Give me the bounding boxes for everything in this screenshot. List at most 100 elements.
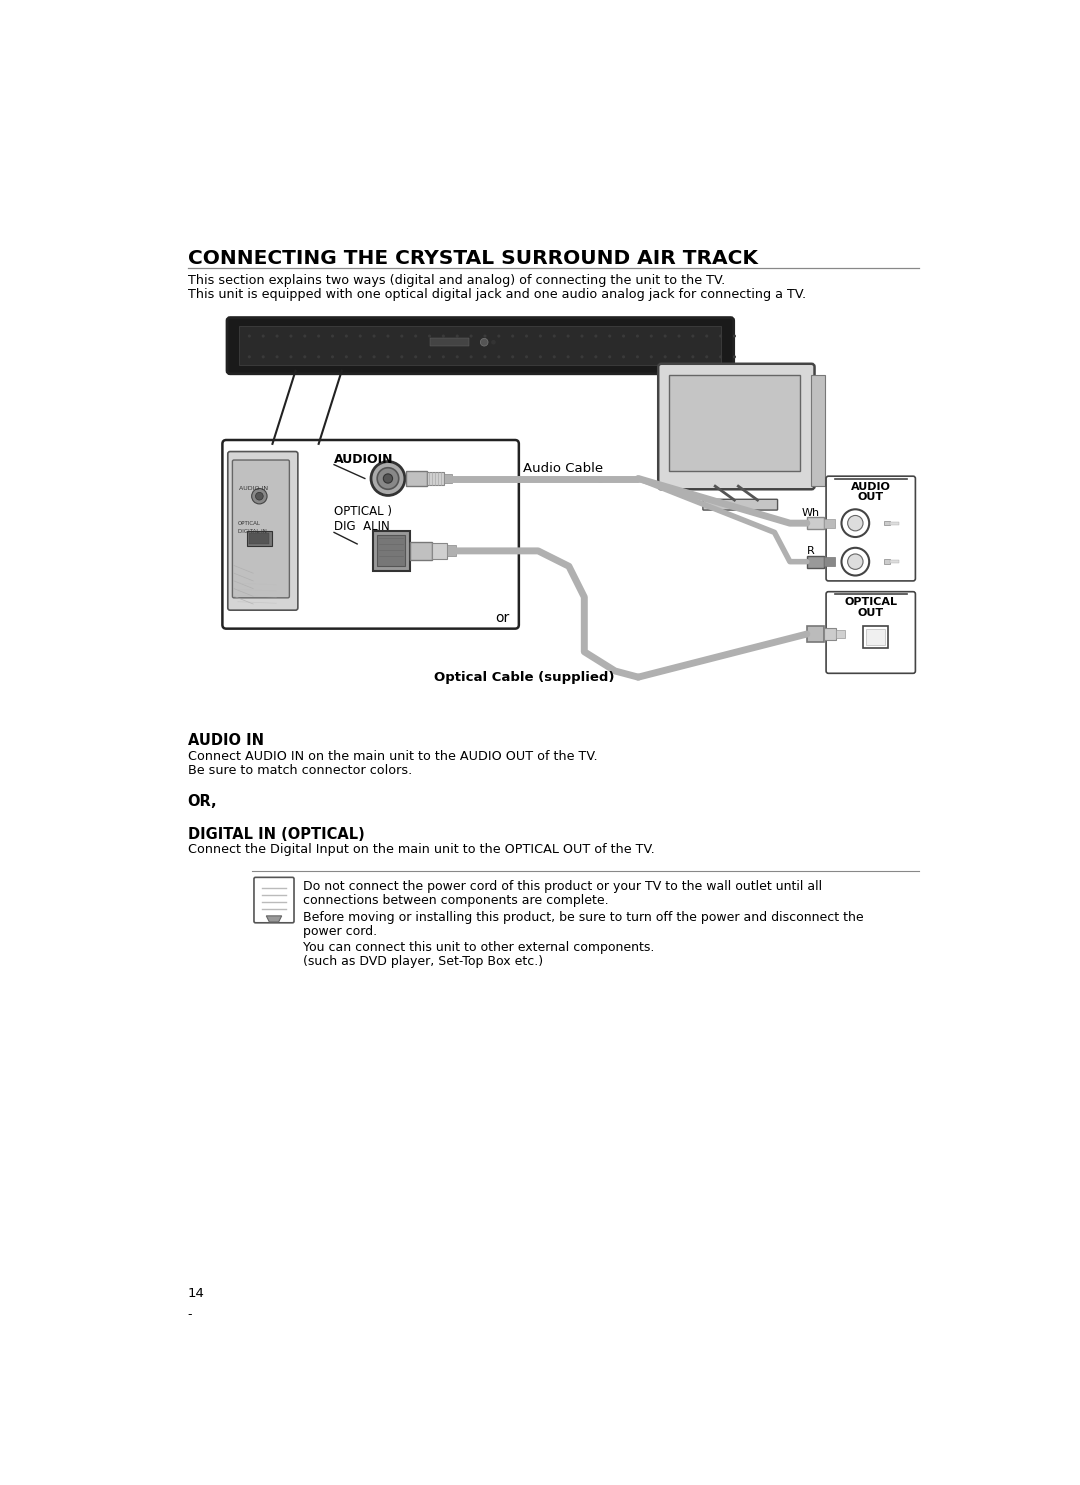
Circle shape <box>289 355 293 358</box>
Text: Connect the Digital Input on the main unit to the OPTICAL OUT of the TV.: Connect the Digital Input on the main un… <box>188 843 654 857</box>
Circle shape <box>383 474 392 483</box>
FancyBboxPatch shape <box>227 318 733 374</box>
FancyBboxPatch shape <box>658 364 814 489</box>
Text: This section explains two ways (digital and analog) of connecting the unit to th: This section explains two ways (digital … <box>188 273 725 287</box>
Circle shape <box>497 334 500 337</box>
Bar <box>406 471 428 486</box>
Circle shape <box>414 355 417 358</box>
Circle shape <box>841 548 869 576</box>
Circle shape <box>247 355 251 358</box>
FancyBboxPatch shape <box>826 591 916 673</box>
Bar <box>428 472 444 484</box>
Bar <box>824 518 835 527</box>
Circle shape <box>401 355 403 358</box>
Bar <box>410 542 432 560</box>
Circle shape <box>511 355 514 358</box>
Bar <box>863 627 888 647</box>
Text: 14: 14 <box>188 1287 204 1299</box>
Circle shape <box>256 493 264 500</box>
Bar <box>890 560 900 563</box>
Bar <box>836 630 846 639</box>
Bar <box>807 517 824 529</box>
Circle shape <box>303 334 307 337</box>
Polygon shape <box>267 916 282 922</box>
Circle shape <box>491 340 496 345</box>
Bar <box>373 530 409 570</box>
Circle shape <box>261 334 265 337</box>
Circle shape <box>330 355 334 358</box>
Text: OPTICAL: OPTICAL <box>845 597 897 607</box>
Text: DIG  ALIN: DIG ALIN <box>334 520 390 533</box>
Text: Optical Cable (supplied): Optical Cable (supplied) <box>434 671 615 685</box>
Circle shape <box>608 355 611 358</box>
Text: OUT: OUT <box>858 493 883 502</box>
Circle shape <box>275 355 279 358</box>
Circle shape <box>345 334 348 337</box>
Text: Before moving or installing this product, be sure to turn off the power and disc: Before moving or installing this product… <box>303 912 864 924</box>
Text: OR,: OR, <box>188 794 217 809</box>
Circle shape <box>691 355 694 358</box>
Bar <box>447 545 457 557</box>
Circle shape <box>414 334 417 337</box>
Circle shape <box>456 334 459 337</box>
Text: Wh: Wh <box>801 508 820 518</box>
Circle shape <box>428 355 431 358</box>
FancyBboxPatch shape <box>254 878 294 922</box>
Circle shape <box>663 334 666 337</box>
Circle shape <box>636 355 639 358</box>
Circle shape <box>359 355 362 358</box>
Circle shape <box>318 334 320 337</box>
Bar <box>824 628 836 640</box>
Text: R: R <box>807 546 814 557</box>
Bar <box>866 630 885 644</box>
Text: You can connect this unit to other external components.: You can connect this unit to other exter… <box>303 941 654 955</box>
Bar <box>444 474 451 483</box>
Bar <box>669 374 800 471</box>
FancyBboxPatch shape <box>232 460 289 598</box>
Text: connections between components are complete.: connections between components are compl… <box>303 894 609 907</box>
FancyBboxPatch shape <box>826 477 916 581</box>
Circle shape <box>330 334 334 337</box>
Circle shape <box>719 334 723 337</box>
Bar <box>249 533 269 544</box>
Circle shape <box>456 355 459 358</box>
Circle shape <box>318 355 320 358</box>
Circle shape <box>663 355 666 358</box>
Circle shape <box>608 334 611 337</box>
Bar <box>811 374 825 486</box>
Circle shape <box>567 334 569 337</box>
Text: OUT: OUT <box>858 607 883 618</box>
Circle shape <box>442 334 445 337</box>
Bar <box>432 544 447 558</box>
Circle shape <box>372 462 405 496</box>
Circle shape <box>841 509 869 538</box>
Bar <box>824 557 835 566</box>
Circle shape <box>553 334 556 337</box>
Circle shape <box>622 355 625 358</box>
Text: AUDIO IN: AUDIO IN <box>240 486 269 492</box>
Circle shape <box>470 355 473 358</box>
Text: AUDIOIN: AUDIOIN <box>334 453 393 466</box>
Circle shape <box>848 554 863 569</box>
Circle shape <box>373 334 376 337</box>
Circle shape <box>470 334 473 337</box>
FancyBboxPatch shape <box>703 499 778 509</box>
Text: CONNECTING THE CRYSTAL SURROUND AIR TRACK: CONNECTING THE CRYSTAL SURROUND AIR TRAC… <box>188 249 758 267</box>
Text: power cord.: power cord. <box>303 925 377 939</box>
Text: OPTICAL ): OPTICAL ) <box>334 505 392 518</box>
Circle shape <box>733 334 735 337</box>
Circle shape <box>303 355 307 358</box>
Circle shape <box>261 355 265 358</box>
Bar <box>377 536 405 566</box>
Circle shape <box>373 355 376 358</box>
Text: Connect AUDIO IN on the main unit to the AUDIO OUT of the TV.: Connect AUDIO IN on the main unit to the… <box>188 750 597 762</box>
Circle shape <box>705 355 708 358</box>
Circle shape <box>525 334 528 337</box>
Circle shape <box>275 334 279 337</box>
Circle shape <box>553 355 556 358</box>
FancyBboxPatch shape <box>228 451 298 610</box>
Circle shape <box>636 334 639 337</box>
Circle shape <box>580 355 583 358</box>
Bar <box>883 521 890 526</box>
Text: AUDIO: AUDIO <box>851 481 891 492</box>
